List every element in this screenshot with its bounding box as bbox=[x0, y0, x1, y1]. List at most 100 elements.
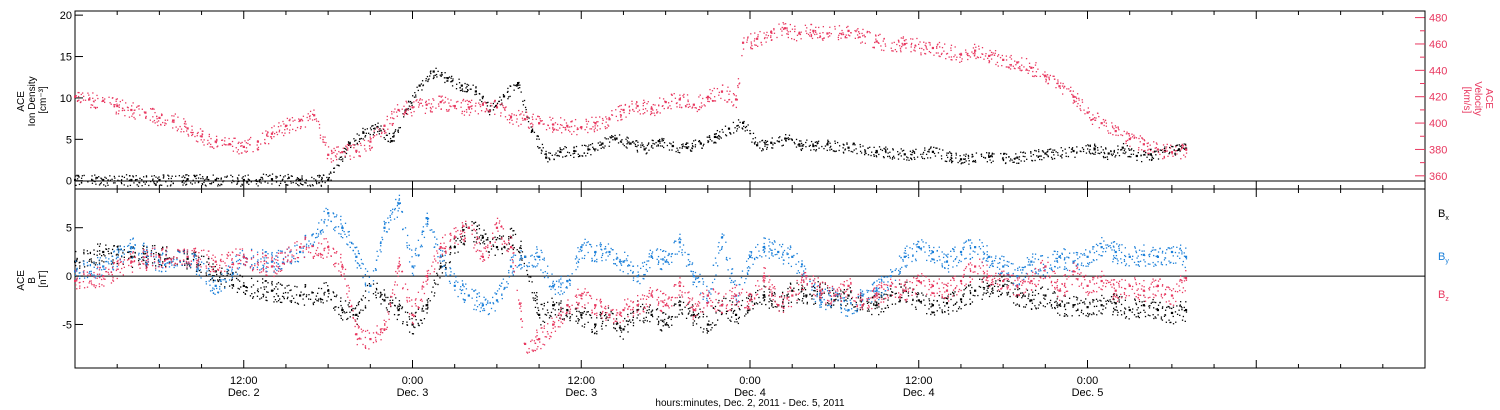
by-dot bbox=[79, 277, 81, 280]
velocity-dot bbox=[656, 111, 658, 114]
bx-dot bbox=[955, 302, 957, 305]
density-dot bbox=[279, 182, 282, 185]
bx-dot bbox=[563, 318, 565, 320]
bx-dot bbox=[1000, 294, 1002, 296]
by-point-64 bbox=[1100, 246, 1103, 249]
velocity-dot bbox=[682, 95, 684, 97]
bx-dot bbox=[1113, 301, 1115, 304]
velocity-dot bbox=[623, 111, 625, 114]
density-dot bbox=[634, 143, 637, 146]
bx-dot bbox=[596, 333, 598, 335]
density-dot bbox=[842, 147, 844, 149]
velocity-dot bbox=[302, 115, 305, 117]
density-dot bbox=[237, 178, 239, 180]
velocity-dot bbox=[154, 122, 156, 124]
density-dot bbox=[271, 179, 274, 182]
density-dot bbox=[991, 155, 993, 157]
density-dot bbox=[968, 163, 970, 165]
bx-dot bbox=[262, 295, 264, 298]
velocity-dot bbox=[990, 58, 993, 60]
by-point-46 bbox=[847, 308, 850, 312]
density-dot bbox=[430, 72, 432, 75]
density-dot bbox=[452, 78, 454, 80]
density-dot bbox=[570, 154, 572, 157]
bx-dot bbox=[874, 301, 876, 303]
bx-dot bbox=[302, 298, 304, 300]
velocity-dot bbox=[299, 127, 302, 130]
bx-dot bbox=[1184, 320, 1186, 323]
velocity-dot bbox=[925, 42, 927, 44]
velocity-axis-label: ACE Velocity [km/s] bbox=[1461, 81, 1494, 118]
velocity-dot bbox=[469, 111, 472, 114]
by-series bbox=[74, 194, 1188, 317]
velocity-dot bbox=[1181, 143, 1183, 146]
velocity-dot bbox=[571, 121, 573, 123]
velocity-dot bbox=[161, 114, 163, 116]
by-point-13 bbox=[383, 226, 386, 229]
velocity-dot bbox=[1060, 82, 1062, 84]
density-dot bbox=[864, 150, 866, 152]
velocity-dot bbox=[751, 44, 753, 47]
density-dot bbox=[492, 102, 495, 105]
bx-dot bbox=[97, 243, 99, 245]
velocity-dot bbox=[552, 131, 554, 133]
bx-dot bbox=[1179, 305, 1181, 307]
velocity-dot bbox=[650, 106, 653, 108]
bx-dot bbox=[612, 313, 614, 315]
velocity-dot bbox=[237, 149, 239, 151]
bx-dot bbox=[881, 296, 883, 298]
density-dot bbox=[671, 149, 673, 151]
bx-dot bbox=[733, 309, 736, 312]
velocity-dot bbox=[992, 52, 994, 54]
density-dot bbox=[1003, 153, 1005, 155]
density-dot bbox=[297, 179, 300, 181]
density-dot bbox=[318, 174, 320, 177]
bx-dot bbox=[787, 287, 789, 290]
velocity-dot bbox=[919, 47, 921, 50]
bx-dot bbox=[618, 326, 621, 329]
bx-dot bbox=[457, 237, 459, 240]
density-dot bbox=[1184, 143, 1187, 145]
velocity-dot bbox=[391, 124, 394, 126]
bx-dot bbox=[952, 310, 954, 312]
bx-dot bbox=[1101, 294, 1103, 297]
bx-dot bbox=[103, 253, 105, 256]
velocity-dot bbox=[729, 90, 731, 92]
velocity-dot bbox=[761, 44, 763, 46]
density-dot bbox=[599, 141, 601, 143]
velocity-dot bbox=[433, 99, 435, 101]
velocity-dot bbox=[424, 101, 427, 104]
by-dot bbox=[75, 274, 77, 276]
bx-dot bbox=[320, 298, 323, 300]
density-dot bbox=[135, 175, 137, 177]
velocity-dot bbox=[145, 117, 147, 119]
density-dot bbox=[911, 151, 913, 154]
density-dot bbox=[397, 129, 399, 131]
velocity-dot bbox=[432, 98, 434, 100]
bx-dot bbox=[1112, 294, 1115, 296]
bx-point-16 bbox=[425, 304, 428, 307]
density-dot bbox=[694, 139, 697, 141]
bx-dot bbox=[358, 311, 361, 314]
velocity-point-27 bbox=[453, 104, 456, 108]
density-dot bbox=[487, 101, 489, 104]
velocity-dot bbox=[92, 92, 94, 94]
density-dot bbox=[113, 175, 116, 178]
density-dot bbox=[236, 177, 239, 179]
velocity-dot bbox=[234, 137, 236, 139]
velocity-dot bbox=[518, 109, 520, 112]
density-dot bbox=[537, 145, 539, 148]
velocity-dot bbox=[596, 129, 598, 131]
density-dot bbox=[662, 139, 665, 142]
bx-dot bbox=[1029, 299, 1031, 301]
density-dot bbox=[1168, 152, 1170, 155]
bx-dot bbox=[922, 294, 924, 296]
density-dot bbox=[1142, 154, 1145, 156]
velocity-dot bbox=[499, 115, 502, 117]
velocity-dot bbox=[244, 140, 246, 142]
bx-dot bbox=[952, 304, 955, 306]
density-dot bbox=[951, 161, 953, 164]
by-dot bbox=[122, 250, 124, 252]
bx-dot bbox=[462, 243, 464, 245]
density-dot bbox=[833, 150, 835, 152]
